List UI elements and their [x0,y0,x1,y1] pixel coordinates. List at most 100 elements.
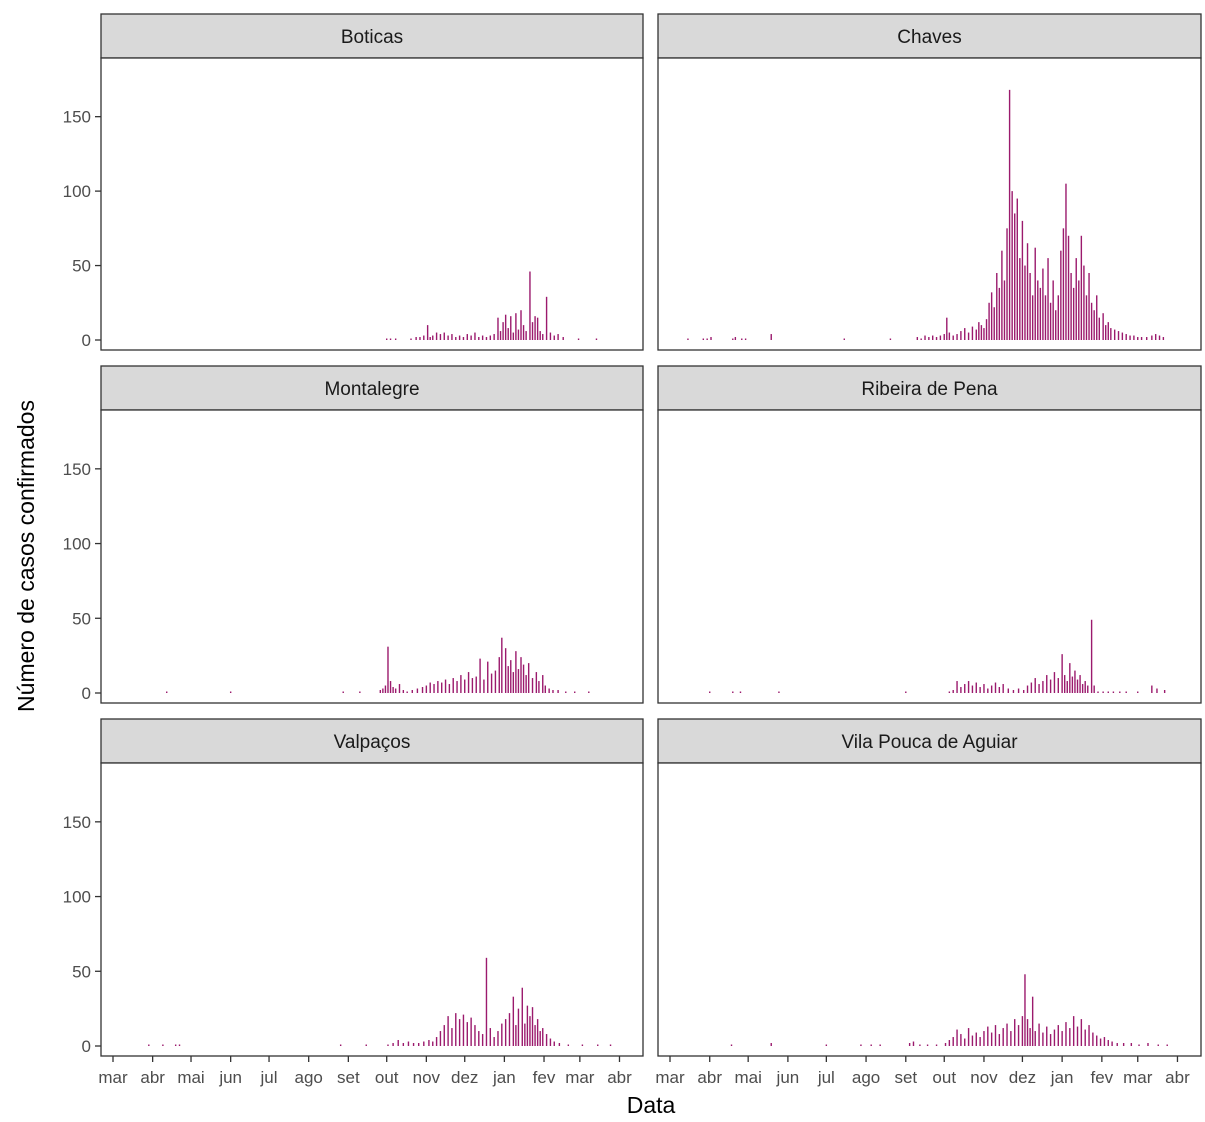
bar [1011,191,1013,340]
bar [1024,974,1026,1046]
y-tick-label: 100 [63,182,91,201]
bar [998,687,1001,693]
bar [548,688,550,693]
bar [1062,228,1065,340]
bar [687,338,689,340]
x-tick-label: mar [655,1068,685,1087]
y-tick-label: 150 [63,108,91,127]
bar [423,335,425,340]
bar [964,1038,966,1046]
bar [860,1044,862,1046]
bar [389,681,392,693]
bar [1137,337,1139,340]
bar [944,1043,947,1046]
bar [1049,1034,1052,1046]
bar [1006,1023,1008,1046]
bar [497,1031,499,1046]
facet-strip-label: Boticas [341,27,403,48]
bar [1034,247,1036,340]
bar [542,1028,544,1046]
bar [479,658,481,693]
x-tick-label: set [337,1068,360,1087]
facet-strip-label: Valpaços [334,732,411,753]
bar [510,316,512,340]
bar [1076,1026,1079,1046]
bar [1079,675,1081,693]
bar [710,337,712,340]
bar [455,1013,457,1046]
bar [549,1038,552,1046]
bar [493,334,495,340]
bar [466,334,468,340]
bar [398,684,401,693]
bar [952,690,954,693]
bar [983,684,985,693]
bar [741,338,743,340]
bar [990,292,993,340]
bar [1052,280,1054,340]
bar [229,691,232,693]
facet-panel: Chaves [657,13,1202,351]
bar [967,332,970,340]
x-tick-label: out [932,1068,956,1087]
y-tick-label: 100 [63,535,91,554]
bar [485,957,488,1046]
bar [148,1044,150,1046]
bar [971,326,974,340]
bar [1075,258,1077,340]
bar [515,651,517,693]
bar [1090,619,1093,693]
bar [429,682,431,693]
bar [1137,691,1139,693]
bar [1022,690,1025,693]
bar [489,335,492,340]
bar [522,325,525,340]
bar [1138,1044,1140,1046]
bar [1061,654,1063,693]
bar [916,337,919,340]
bar [411,690,413,693]
y-tick-label: 50 [72,257,91,276]
bar [879,1044,881,1046]
y-tick-label: 0 [82,331,91,350]
bar [1055,310,1057,340]
bar [924,335,926,340]
bar [1121,332,1124,340]
bar [1031,295,1034,340]
bar [557,690,559,693]
bar [382,688,384,693]
bar [1063,675,1066,693]
bar [1042,681,1044,693]
bar [517,669,520,693]
bar [536,317,539,340]
bar [474,1025,476,1046]
bar [956,681,958,693]
bar [520,657,522,693]
y-tick-label: 0 [82,684,91,703]
bar [534,316,536,340]
bar [1084,681,1086,693]
bar [960,1034,962,1046]
bar [843,338,845,340]
bar [1034,1031,1036,1046]
bar [1076,679,1079,693]
bar [975,682,977,693]
bar [1002,684,1004,693]
bar [905,691,907,693]
bar [770,1043,772,1046]
bar [444,679,447,693]
bar [1085,295,1088,340]
bar [504,648,507,693]
bar [1083,265,1085,340]
bar [1088,1025,1090,1046]
bar [1003,280,1006,340]
bar [1129,335,1131,340]
bar [1031,996,1034,1046]
bar [389,338,392,340]
bar [1012,690,1015,693]
bar [1093,685,1095,693]
bar [534,1025,536,1046]
bar [1070,273,1072,340]
y-tick-label: 100 [63,888,91,907]
